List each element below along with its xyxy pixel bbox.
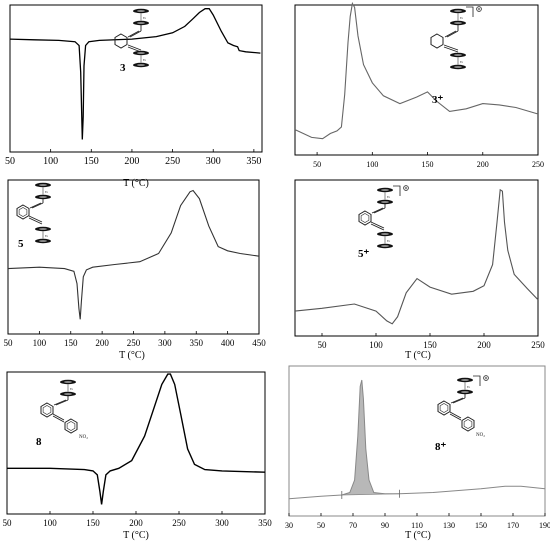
x-tick-label: 50 bbox=[318, 340, 328, 350]
x-tick-label: 50 bbox=[3, 518, 13, 528]
series-line bbox=[288, 379, 546, 500]
x-tick-label: 250 bbox=[127, 338, 141, 348]
x-axis: 30 50 70 90 110 130 150 170 190 bbox=[285, 513, 550, 530]
x-tick-label: 70 bbox=[349, 521, 357, 530]
x-tick-label: 190 bbox=[539, 521, 550, 530]
peak-area bbox=[341, 380, 400, 495]
compound-label: 8 bbox=[36, 436, 42, 448]
x-tick-label: 450 bbox=[252, 338, 266, 348]
x-tick-label: 250 bbox=[532, 160, 544, 169]
panel-3: 50 100 150 200 250 300 350 T (°C) 3 bbox=[5, 4, 263, 189]
x-tick-label: 200 bbox=[95, 338, 109, 348]
panel-5-plus: 50 100 150 200 250 T (°C) 5⁺ bbox=[294, 179, 545, 361]
x-tick-label: 90 bbox=[381, 521, 389, 530]
x-axis-label: T (°C) bbox=[405, 530, 431, 541]
molecule-structure bbox=[114, 8, 150, 68]
series-line bbox=[294, 1, 539, 140]
x-tick-label: 100 bbox=[369, 340, 383, 350]
x-tick-label: 150 bbox=[475, 521, 487, 530]
integration-markers bbox=[341, 489, 400, 499]
x-tick-label: 110 bbox=[411, 521, 423, 530]
series-line bbox=[7, 189, 260, 320]
x-tick-label: 250 bbox=[172, 518, 186, 528]
x-axis: 50 100 150 200 250 bbox=[313, 152, 544, 169]
x-tick-label: 250 bbox=[165, 156, 180, 167]
molecule-structure bbox=[430, 6, 482, 70]
x-tick-label: 100 bbox=[43, 518, 57, 528]
svg-text:NO₂: NO₂ bbox=[476, 433, 485, 438]
x-tick-label: 350 bbox=[190, 338, 204, 348]
x-axis-label: T (°C) bbox=[119, 350, 145, 361]
x-tick-label: 300 bbox=[215, 518, 229, 528]
x-tick-label: 200 bbox=[477, 340, 491, 350]
x-axis-label: T (°C) bbox=[405, 350, 431, 361]
plot-frame bbox=[294, 179, 539, 337]
molecule-structure bbox=[16, 182, 52, 244]
series-line bbox=[7, 373, 266, 505]
x-tick-label: 100 bbox=[43, 156, 58, 167]
panel-5: 50 100 150 200 250 300 350 400 450 T (°C) 5 bbox=[4, 179, 266, 361]
x-tick-label: 200 bbox=[129, 518, 143, 528]
x-axis-label: T (°C) bbox=[123, 178, 149, 189]
x-tick-label: 150 bbox=[64, 338, 78, 348]
x-tick-label: 300 bbox=[206, 156, 221, 167]
panel-8-plus: 30 50 70 90 110 130 150 170 190 T (°C) 8⁺ NO₂ bbox=[285, 365, 550, 541]
x-axis: 50 100 150 200 250 300 350 400 450 bbox=[4, 331, 266, 348]
panel-8: 50 100 150 200 250 300 350 T (°C) 8 NO₂ bbox=[3, 371, 272, 541]
compound-label: 3 bbox=[120, 62, 126, 74]
compound-label: 3⁺ bbox=[432, 94, 444, 106]
x-tick-label: 250 bbox=[531, 340, 545, 350]
x-tick-label: 100 bbox=[366, 160, 378, 169]
x-tick-label: 50 bbox=[313, 160, 321, 169]
compound-label: 5 bbox=[18, 238, 24, 250]
molecule-structure: NO₂ bbox=[437, 375, 489, 438]
x-tick-label: 350 bbox=[246, 156, 261, 167]
x-axis: 50 100 150 200 250 bbox=[318, 333, 545, 350]
x-tick-label: 50 bbox=[4, 338, 14, 348]
plot-frame bbox=[294, 4, 539, 156]
compound-label: 8⁺ bbox=[435, 441, 447, 453]
x-tick-label: 50 bbox=[317, 521, 325, 530]
series-line bbox=[9, 8, 261, 140]
x-tick-label: 150 bbox=[422, 160, 434, 169]
x-axis: 50 100 150 200 250 300 350 bbox=[3, 511, 272, 528]
x-tick-label: 300 bbox=[158, 338, 172, 348]
x-tick-label: 150 bbox=[423, 340, 437, 350]
x-tick-label: 150 bbox=[86, 518, 100, 528]
x-tick-label: 400 bbox=[221, 338, 235, 348]
plot-frame bbox=[9, 4, 263, 153]
x-tick-label: 170 bbox=[507, 521, 519, 530]
x-tick-label: 100 bbox=[33, 338, 47, 348]
molecule-structure: NO₂ bbox=[40, 379, 88, 440]
molecule-structure bbox=[358, 185, 409, 249]
x-axis-label: T (°C) bbox=[123, 530, 149, 541]
plot-frame bbox=[6, 371, 266, 515]
x-tick-label: 200 bbox=[477, 160, 489, 169]
x-tick-label: 30 bbox=[285, 521, 293, 530]
x-tick-label: 150 bbox=[84, 156, 99, 167]
baseline bbox=[341, 493, 400, 496]
series-line bbox=[294, 188, 539, 325]
x-tick-label: 130 bbox=[443, 521, 455, 530]
x-tick-label: 350 bbox=[258, 518, 272, 528]
compound-label: 5⁺ bbox=[358, 248, 370, 260]
x-tick-label: 200 bbox=[124, 156, 139, 167]
x-axis: 50 100 150 200 250 300 350 bbox=[5, 149, 261, 167]
svg-text:NO₂: NO₂ bbox=[79, 435, 88, 440]
panel-3-plus: 50 100 150 200 250 3⁺ bbox=[294, 1, 544, 169]
plot-frame bbox=[7, 179, 260, 335]
x-tick-label: 50 bbox=[5, 156, 15, 167]
